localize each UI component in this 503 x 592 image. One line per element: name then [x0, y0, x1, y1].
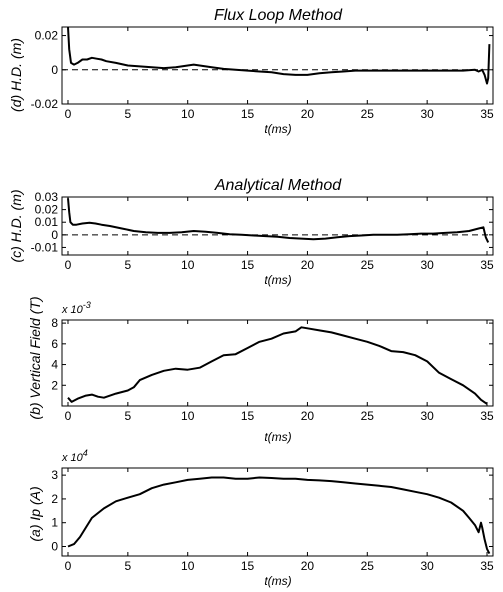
panel-b-xtick-label: 0: [65, 409, 72, 423]
panel-a-exponent: x 104: [61, 448, 88, 464]
panel-a-ytick-label: 2: [51, 492, 58, 506]
panel-b-ytick-label: 2: [51, 378, 58, 392]
panel-c-xtick-label: 20: [301, 258, 315, 272]
panel-a-xtick-label: 35: [480, 559, 494, 573]
panel-d-flux-loop: Flux Loop Method t(ms) (d) H.D. (m) 0 5 10…: [8, 7, 494, 136]
panel-c-xtick-label: 10: [181, 258, 195, 272]
panel-a-ytick-label: 1: [51, 516, 58, 530]
panel-a-xtick-label: 10: [181, 559, 195, 573]
panel-c-series-line: [67, 198, 490, 243]
panel-a-ytick-label: 3: [51, 468, 58, 482]
panel-a-series-line: [67, 476, 491, 555]
panel-b-exponent: x 10-3: [61, 300, 91, 316]
panel-d-xtick-label: 30: [420, 107, 434, 121]
panel-a-axes-box: [61, 467, 494, 557]
panel-c-ytick-label: 0.03: [35, 190, 59, 204]
panel-d-ytick-label: 0.02: [35, 29, 59, 43]
panel-a-xtick-label: 5: [125, 559, 132, 573]
panel-b-xtick-label: 25: [361, 409, 375, 423]
panel-d-xtick-label: 25: [361, 107, 375, 121]
panel-c-xtick-label: 0: [65, 258, 72, 272]
panel-c-title: Analytical Method: [214, 177, 342, 194]
panel-a-xtick-label: 0: [65, 559, 72, 573]
panel-b-xtick-label: 15: [241, 409, 255, 423]
panel-d-ytick-label: -0.02: [31, 97, 59, 111]
panel-c-ylabel: (c) H.D. (m): [8, 189, 24, 262]
panel-a-xtick-label: 30: [420, 559, 434, 573]
panel-b-axes-box: [61, 319, 494, 407]
panel-b-ytick-label: 6: [51, 337, 58, 351]
panel-d-ylabel: (d) H.D. (m): [8, 38, 24, 112]
panel-b-ytick-label: 4: [51, 358, 58, 372]
panel-c-xtick-label: 5: [125, 258, 132, 272]
panel-b-xtick-label: 35: [480, 409, 494, 423]
panel-b-xtick-label: 20: [301, 409, 315, 423]
panel-d-series-line: [67, 26, 491, 85]
panel-a-plasma-current: t(ms) (a) Ip (A) x 104 0 5 10 15 20 25 30 35 0 1 2…: [27, 448, 494, 588]
panel-b-ytick-label: 8: [51, 316, 58, 330]
panel-c-xtick-label: 25: [361, 258, 375, 272]
panel-d-axes-box: [61, 26, 494, 105]
panel-d-xlabel: t(ms): [264, 122, 291, 136]
panel-a-xlabel: t(ms): [264, 574, 291, 588]
panel-c-xtick-label: 30: [420, 258, 434, 272]
panel-d-xtick-label: 0: [65, 107, 72, 121]
panel-c-ytick-label: 0.01: [35, 215, 59, 229]
panel-d-xtick-label: 5: [125, 107, 132, 121]
panel-b-ylabel: (b) Vertical Field (T): [27, 296, 43, 419]
panel-c-xlabel: t(ms): [264, 273, 291, 287]
panel-c-xtick-label: 35: [480, 258, 494, 272]
panel-b-vertical-field: t(ms) (b) Vertical Field (T) x 10-3 0 5 10…: [27, 296, 494, 444]
panel-b-xtick-label: 5: [125, 409, 132, 423]
panel-c-xtick-label: 15: [241, 258, 255, 272]
panel-b-xlabel: t(ms): [264, 430, 291, 444]
panel-a-ytick-label: 0: [51, 539, 58, 553]
panel-c-axes-box: [61, 196, 494, 256]
panel-b-xtick-label: 30: [420, 409, 434, 423]
panel-d-ytick-label: 0: [51, 63, 58, 77]
panel-d-title: Flux Loop Method: [214, 7, 343, 24]
panel-d-xtick-label: 35: [480, 107, 494, 121]
panel-c-ytick-label: 0.02: [35, 203, 59, 217]
panel-a-xtick-label: 15: [241, 559, 255, 573]
panel-b-series-line: [67, 326, 488, 405]
panel-a-ylabel: (a) Ip (A): [27, 486, 43, 541]
panel-d-xtick-label: 15: [241, 107, 255, 121]
panel-b-xtick-label: 10: [181, 409, 195, 423]
panel-a-xtick-label: 20: [301, 559, 315, 573]
panel-c-analytical: Analytical Method t(ms) (c) H.D. (m) 0 5 1…: [8, 177, 494, 287]
panel-d-xtick-label: 10: [181, 107, 195, 121]
panel-d-xtick-label: 20: [301, 107, 315, 121]
panel-a-xtick-label: 25: [361, 559, 375, 573]
panel-c-ytick-label: 0: [51, 228, 58, 242]
panel-c-ytick-label: -0.01: [31, 240, 59, 254]
